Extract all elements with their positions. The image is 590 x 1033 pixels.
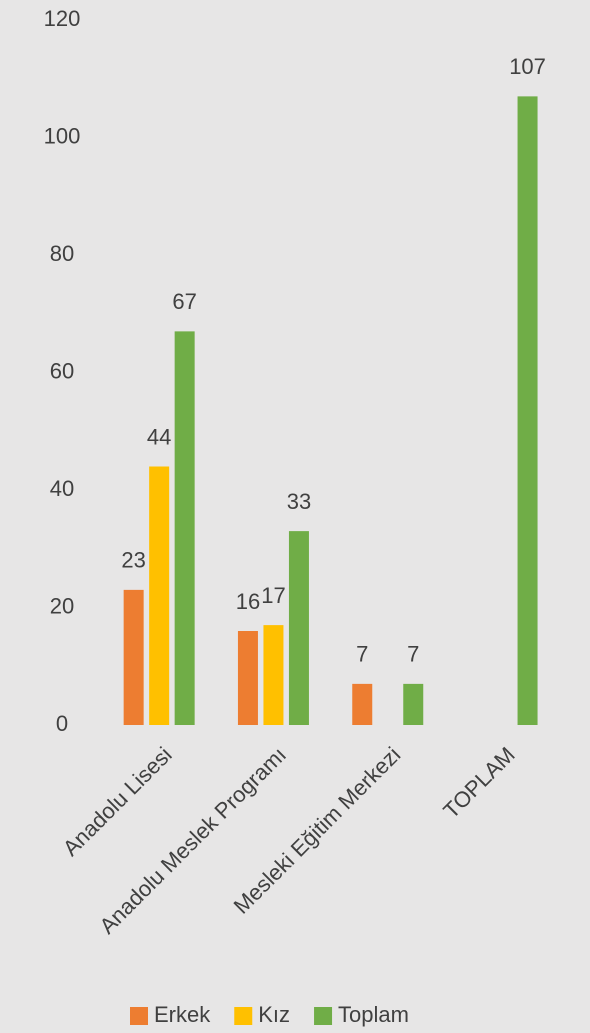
bar (263, 625, 284, 725)
y-tick-label: 60 (50, 358, 74, 383)
data-label: 107 (509, 54, 546, 79)
data-label: 7 (407, 642, 419, 667)
y-tick-label: 100 (44, 123, 81, 148)
bar (517, 96, 538, 725)
y-tick-label: 40 (50, 476, 74, 501)
legend-label: Toplam (338, 1002, 409, 1027)
legend-swatch (130, 1007, 148, 1025)
y-tick-label: 0 (56, 711, 68, 736)
data-label: 7 (356, 642, 368, 667)
legend-label: Erkek (154, 1002, 211, 1027)
bar (174, 331, 195, 725)
data-label: 17 (261, 583, 285, 608)
bar (288, 531, 309, 725)
legend-label: Kız (258, 1002, 290, 1027)
x-tick-label: Anadolu Lisesi (58, 742, 177, 861)
data-label: 33 (287, 489, 311, 514)
data-label: 23 (121, 548, 145, 573)
y-tick-label: 120 (44, 6, 81, 31)
bar (352, 683, 373, 725)
bar (237, 631, 258, 725)
x-tick-label: TOPLAM (438, 742, 519, 823)
legend-swatch (314, 1007, 333, 1025)
bar (403, 683, 424, 725)
x-tick-label: Anadolu Meslek Programı (94, 742, 291, 939)
bar (123, 589, 144, 725)
y-tick-label: 80 (50, 241, 74, 266)
y-tick-label: 20 (50, 593, 74, 618)
legend-swatch (234, 1007, 253, 1025)
data-label: 67 (172, 289, 196, 314)
data-label: 16 (236, 589, 260, 614)
bar (149, 466, 170, 725)
data-label: 44 (147, 424, 171, 449)
